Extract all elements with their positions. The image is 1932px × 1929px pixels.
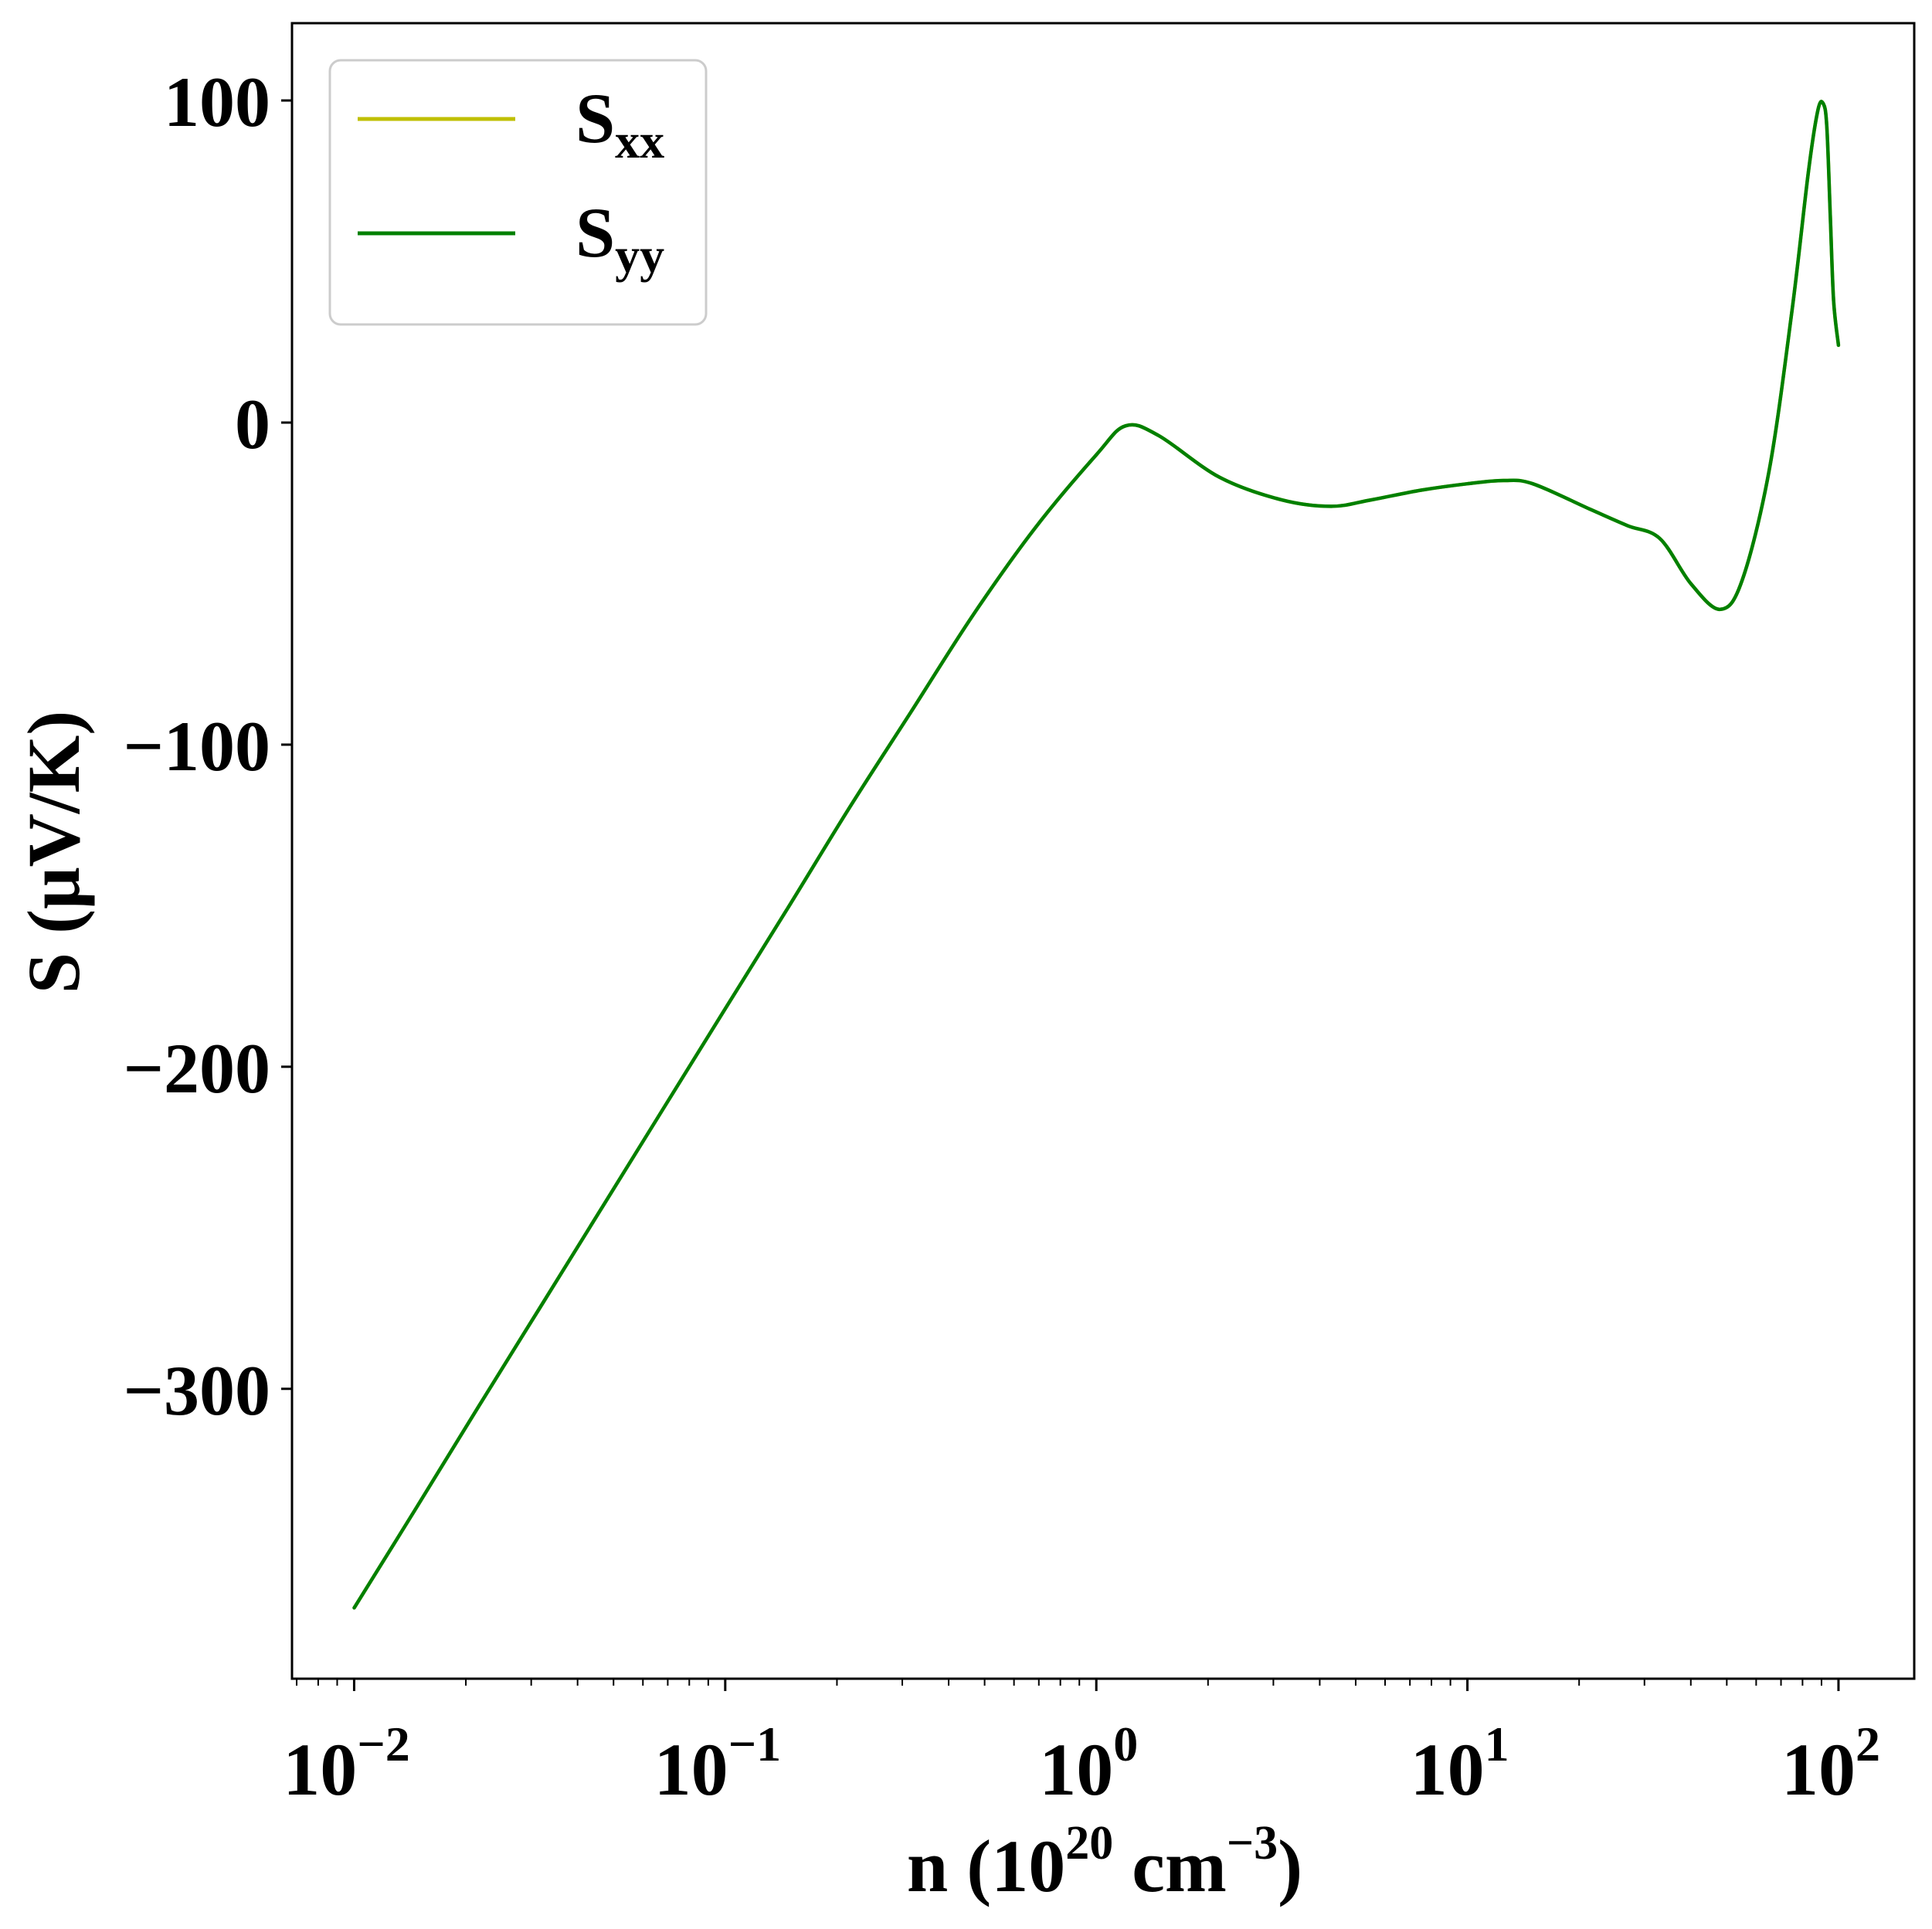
y-tick-label: −200 xyxy=(124,1029,270,1108)
y-tick-label: 100 xyxy=(164,63,270,141)
y-tick-label: 0 xyxy=(235,385,270,464)
series-layer xyxy=(352,100,1841,1610)
x-tick-label: 100 xyxy=(1039,1717,1138,1811)
x-axis-title: n (1020 cm−3) xyxy=(907,1817,1302,1907)
x-axis-title-sup2: −3 xyxy=(1227,1817,1278,1870)
legend: Sxx Syy xyxy=(328,59,708,326)
x-tick-label: 101 xyxy=(1411,1717,1509,1811)
series-line-syy xyxy=(352,100,1841,1610)
x-tick-label: 10−1 xyxy=(654,1717,781,1811)
legend-label-syy: Syy xyxy=(576,193,664,283)
plot-frame xyxy=(290,22,1916,1680)
y-tick-label: −300 xyxy=(124,1351,270,1430)
x-tick-label: 10−2 xyxy=(283,1717,409,1811)
x-axis-title-base: n (10 xyxy=(907,1825,1065,1907)
x-axis-title-end: ) xyxy=(1278,1825,1302,1907)
axes-layer: 100 0 −100 −200 −300 10−2 10−1 100 101 102 xyxy=(124,22,1916,1811)
legend-box xyxy=(328,59,708,326)
x-axis-title-sup1: 20 xyxy=(1065,1817,1113,1870)
x-axis-title-mid: cm xyxy=(1113,1825,1227,1907)
y-axis-title: S (μV/K) xyxy=(12,711,95,993)
y-tick-label: −100 xyxy=(124,707,270,786)
x-tick-label: 102 xyxy=(1781,1717,1880,1811)
legend-label-sxx: Sxx xyxy=(576,79,664,168)
